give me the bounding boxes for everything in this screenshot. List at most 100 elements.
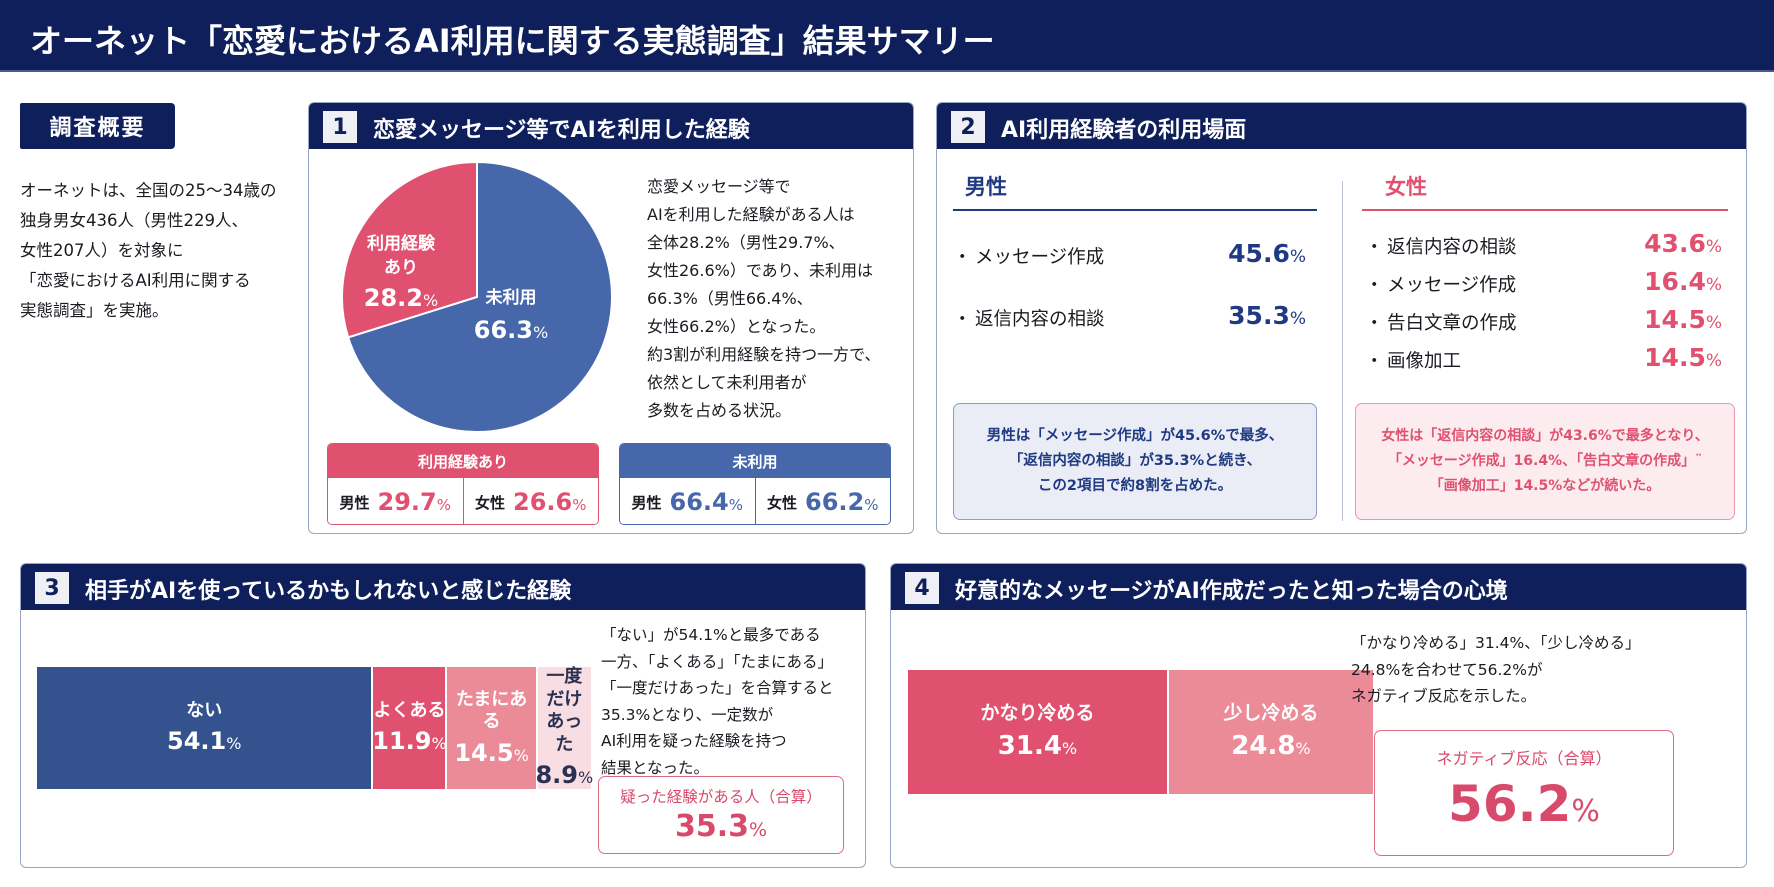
bullet-icon: ・ [1365,351,1384,372]
unused-female-value: 66.2 [805,488,865,516]
male-note: 男性は「メッセージ作成」が45.6%で最多、 「返信内容の相談」が35.3%と続… [953,403,1317,520]
unused-male-label: 男性 [631,493,662,512]
section-3-panel: 3 相手がAIを使っているかもしれないと感じた経験 ない 54.1% よくある 11.… [20,563,866,868]
male-heading: 男性 [965,175,1007,199]
pie-slice-unused [346,160,613,433]
bar-segment-label: かなり冷める [980,701,1095,724]
female-item-value: 43.6 [1644,229,1706,258]
female-item-value: 14.5 [1644,305,1706,334]
section-1-number: 1 [323,111,357,143]
female-item-name: 返信内容の相談 [1387,237,1517,258]
page-title: オーネット「恋愛におけるAI利用に関する実態調査」結果サマリー [30,22,995,60]
section-1-description: 恋愛メッセージ等で AIを利用した経験がある人は 全体28.2%（男性29.7%… [647,177,881,420]
bar-segment: かなり冷める 31.4% [908,670,1167,794]
section-4-number: 4 [905,572,939,604]
bar-segment: ない 54.1% [37,667,372,789]
bar-segment-value: 14.5 [454,738,514,767]
pie-label-used: 利用経験 あり 28.2% [349,232,453,312]
bar-segment-value: 54.1 [167,727,227,756]
section-3-description: 「ない」が54.1%と最多である 一方、「よくある」「たまにある」 「一度だけあ… [601,626,834,777]
section-2-header: 2 AI利用経験者の利用場面 [937,103,1746,149]
section-3-callout-value: 35.3 [674,809,749,844]
female-heading: 女性 [1385,175,1427,199]
section-3-callout: 疑った経験がある人（合算） 35.3% [598,776,844,854]
female-item-name: メッセージ作成 [1387,275,1517,296]
pie-label-used-line1: 利用経験 [367,234,435,254]
section-1-title: 恋愛メッセージ等でAIを利用した経験 [373,118,750,143]
female-item-name: 画像加工 [1387,351,1462,372]
bar-segment-label: たまにある [455,688,528,733]
used-breakdown-header: 利用経験あり [328,444,598,478]
female-item: ・ 画像加工 [1365,347,1461,373]
female-item-value: 16.4 [1644,267,1706,296]
bar-segment-label: 一度だけ あった [546,666,583,755]
section-3-header: 3 相手がAIを使っているかもしれないと感じた経験 [21,564,865,610]
male-item-value: 45.6 [1228,239,1290,268]
bullet-icon: ・ [953,309,972,330]
male-item-value: 35.3 [1228,301,1290,330]
used-male-label: 男性 [339,493,370,512]
female-item: ・ 返信内容の相談 [1365,233,1517,259]
unused-breakdown-box: 未利用 男性 66.4% 女性 66.2% [619,443,891,525]
bar-segment-label: よくある [373,699,446,721]
male-underline [953,209,1317,211]
bar-segment: たまにある 14.5% [447,667,536,789]
female-item: ・ 告白文章の作成 [1365,309,1517,335]
used-male-cell: 男性 29.7% [328,478,464,524]
section-4-panel: 4 好意的なメッセージがAI作成だったと知った場合の心境 かなり冷める 31.4%… [890,563,1747,868]
section-1-panel: 1 恋愛メッセージ等でAIを利用した経験 利用経験 あり 28.2% 未利用 6… [308,102,914,534]
bullet-icon: ・ [1365,313,1384,334]
section-4-callout-label: ネガティブ反応（合算） [1436,749,1612,768]
section-1-header: 1 恋愛メッセージ等でAIを利用した経験 [309,103,913,149]
gender-divider [1342,181,1343,521]
used-breakdown-box: 利用経験あり 男性 29.7% 女性 26.6% [327,443,599,525]
pie-value-used: 28.2 [363,284,423,312]
pie-unit-unused: % [533,323,549,342]
bullet-icon: ・ [1365,275,1384,296]
unused-breakdown-header: 未利用 [620,444,890,478]
bullet-icon: ・ [953,247,972,268]
section-4-callout: ネガティブ反応（合算） 56.2% [1374,730,1674,856]
section-2-panel: 2 AI利用経験者の利用場面 男性 ・ メッセージ作成 45.6% ・ 返信内容… [936,102,1747,534]
suspicion-stacked-bar: ない 54.1% よくある 11.9% たまにある 14.5% 一度だけ あった 8.9% [37,666,594,789]
section-4-header: 4 好意的なメッセージがAI作成だったと知った場合の心境 [891,564,1746,610]
bar-segment-value: 11.9 [372,727,432,756]
pie-slice-used [341,160,478,339]
female-item: ・ メッセージ作成 [1365,271,1516,297]
male-item-name: メッセージ作成 [975,247,1105,268]
pie-label-unused: 未利用 66.3% [459,286,563,344]
section-2-title: AI利用経験者の利用場面 [1001,118,1247,143]
pie-unit-used: % [423,291,439,310]
title-bar: オーネット「恋愛におけるAI利用に関する実態調査」結果サマリー [0,0,1774,72]
pie-label-unused-text: 未利用 [485,288,537,308]
unused-female-label: 女性 [767,493,798,512]
bar-segment-label: ない [186,699,223,721]
used-female-label: 女性 [475,493,506,512]
male-item: ・ 返信内容の相談 [953,305,1105,331]
usage-pie-chart [341,160,613,433]
bar-segment: よくある 11.9% [372,667,447,789]
bar-segment-value: 8.9 [535,761,578,789]
section-3-title: 相手がAIを使っているかもしれないと感じた経験 [85,579,572,604]
pie-label-used-line2: あり [384,258,418,278]
bar-segment: 一度だけ あった 8.9% [535,666,594,789]
unused-male-cell: 男性 66.4% [620,478,756,524]
bar-segment-value: 24.8 [1231,730,1296,761]
female-note: 女性は「返信内容の相談」が43.6%で最多となり、 「メッセージ作成」16.4%… [1355,403,1735,520]
section-4-description: 「かなり冷める」31.4%、「少し冷める」 24.8%を合わせて56.2%が ネ… [1351,634,1641,705]
male-item-name: 返信内容の相談 [975,309,1105,330]
reaction-stacked-bar: かなり冷める 31.4% 少し冷める 24.8% [908,670,1375,794]
bar-segment-value: 31.4 [997,730,1062,761]
bar-segment-label: 少し冷める [1223,701,1319,724]
female-item-value: 14.5 [1644,343,1706,372]
used-male-value: 29.7 [377,488,437,516]
used-female-value: 26.6 [513,488,573,516]
female-item-name: 告白文章の作成 [1387,313,1517,334]
overview-label: 調査概要 [20,103,175,149]
bullet-icon: ・ [1365,237,1384,258]
pie-value-unused: 66.3 [473,316,533,344]
section-3-number: 3 [35,572,69,604]
section-2-number: 2 [951,111,985,143]
section-4-callout-value: 56.2 [1448,775,1572,833]
used-female-cell: 女性 26.6% [475,488,587,516]
